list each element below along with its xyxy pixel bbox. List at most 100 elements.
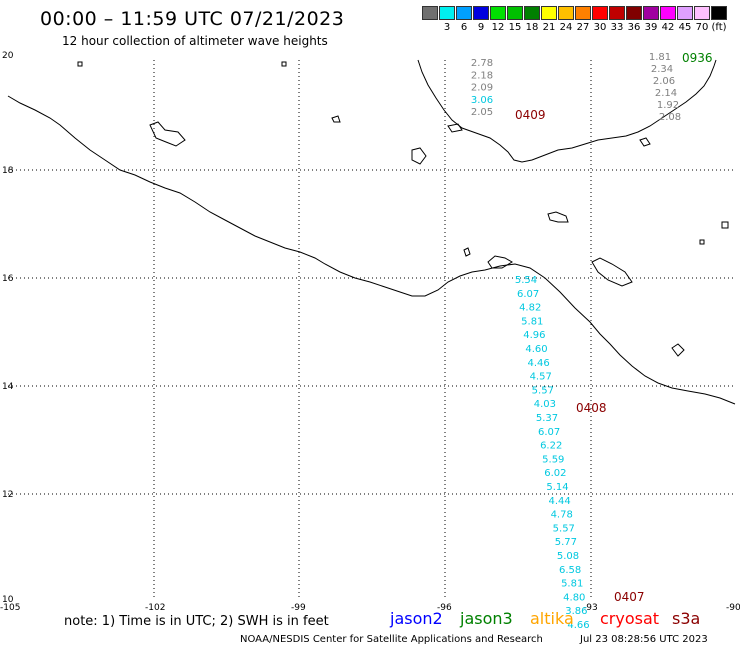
wave-height-value: 2.08: [659, 112, 681, 123]
wave-height-value: 5.08: [557, 551, 579, 562]
scale-swatch: [609, 6, 625, 20]
wave-height-value: 5.57: [553, 523, 575, 534]
scale-swatch: [439, 6, 455, 20]
lon-label: -99: [291, 603, 306, 613]
scale-swatch: [456, 6, 472, 20]
satellite-jason2: jason2: [390, 609, 443, 628]
wave-height-value: 5.81: [521, 316, 543, 327]
scale-swatch: [660, 6, 676, 20]
wave-height-value: 6.02: [544, 468, 566, 479]
scale-unit: (ft): [711, 22, 727, 33]
wave-height-value: 4.60: [525, 344, 547, 355]
satellite-cryosat: cryosat: [600, 609, 660, 628]
wave-height-value: 3.06: [471, 95, 493, 106]
scale-label: 42: [661, 22, 675, 33]
scale-label: 39: [644, 22, 658, 33]
scale-label: 3: [443, 22, 451, 33]
page-title: 00:00 – 11:59 UTC 07/21/2023: [40, 8, 345, 30]
wave-height-value: 2.78: [471, 58, 493, 69]
scale-label: 21: [542, 22, 556, 33]
wave-height-value: 1.81: [649, 52, 671, 63]
wave-height-value: 2.09: [471, 83, 493, 94]
scale-swatch: [422, 6, 438, 20]
scale-swatch: [575, 6, 591, 20]
wave-height-value: 2.18: [471, 70, 493, 81]
wave-height-value: 2.06: [653, 76, 675, 87]
scale-swatch: [524, 6, 540, 20]
wave-height-value: 6.58: [559, 565, 581, 576]
lon-label: -96: [437, 603, 452, 613]
wave-height-value: 4.82: [519, 303, 541, 314]
wave-height-value: 4.57: [530, 372, 552, 383]
scale-swatch: [558, 6, 574, 20]
wave-height-value: 5.81: [561, 579, 583, 590]
scale-swatch: [541, 6, 557, 20]
scale-swatches: [422, 6, 732, 20]
wave-height-value: 4.80: [563, 592, 585, 603]
scale-label: 45: [678, 22, 692, 33]
lon-label: -102: [145, 603, 165, 613]
wave-height-value: 6.07: [538, 427, 560, 438]
lat-label: 20: [2, 51, 14, 61]
lon-label: -105: [0, 603, 20, 613]
wave-height-value: 5.57: [532, 385, 554, 396]
scale-swatch: [643, 6, 659, 20]
wave-height-value: 5.77: [555, 537, 577, 548]
wave-height-value: 5.54: [515, 275, 537, 286]
graticule: [8, 60, 736, 600]
scale-label: 6: [460, 22, 468, 33]
footer-note: note: 1) Time is in UTC; 2) SWH is in fe…: [64, 614, 329, 629]
pass-time-label: 0409: [515, 108, 546, 122]
credit-date: Jul 23 08:28:56 UTC 2023: [580, 634, 708, 645]
scale-label: 30: [593, 22, 607, 33]
satellite-altika: altika: [530, 609, 574, 628]
scale-label: 33: [610, 22, 624, 33]
scale-swatch: [592, 6, 608, 20]
wave-height-value: 4.66: [567, 620, 589, 631]
scale-swatch: [711, 6, 727, 20]
lat-label: 10: [2, 595, 14, 605]
scale-swatch: [626, 6, 642, 20]
lat-label: 18: [2, 166, 14, 176]
wave-height-value: 3.86: [565, 606, 587, 617]
satellite-jason3: jason3: [460, 609, 513, 628]
wave-height-value: 4.44: [548, 496, 570, 507]
scale-swatch: [677, 6, 693, 20]
color-scale: 3 6 9 12 15 18 21 24 27 30 33 36 39 42 45 70 (ft): [422, 6, 732, 34]
pass-time-label: 0408: [576, 401, 607, 415]
altimeter-tracks: 2.782.18 2.093.062.05 0409 1.812.342.062.14…: [471, 51, 713, 631]
scale-swatch: [490, 6, 506, 20]
scale-swatch: [473, 6, 489, 20]
wave-height-value: 6.07: [517, 289, 539, 300]
scale-label: 27: [576, 22, 590, 33]
wave-height-value: 4.78: [551, 510, 573, 521]
wave-height-value: 4.46: [527, 358, 549, 369]
satellite-s3a: s3a: [672, 609, 701, 628]
wave-height-value: 2.05: [471, 107, 493, 118]
scale-label: 9: [477, 22, 485, 33]
wave-height-value: 4.96: [523, 330, 545, 341]
pass-time-label: 0407: [614, 590, 645, 604]
wave-height-value: 5.37: [536, 413, 558, 424]
wave-height-value: 5.59: [542, 454, 564, 465]
wave-height-value: 5.14: [546, 482, 568, 493]
scale-swatch: [507, 6, 523, 20]
page-subtitle: 12 hour collection of altimeter wave hei…: [62, 34, 328, 48]
wave-height-value: 6.22: [540, 441, 562, 452]
coastline: [7, 59, 736, 405]
axis-labels: 20 18 16 14 12 10 -105 -102 -99 -96 -93 …: [0, 51, 740, 613]
scale-label: 70: [695, 22, 709, 33]
scale-label: 15: [508, 22, 522, 33]
pass-time-label: 0936: [682, 51, 713, 65]
lon-label: -93: [583, 603, 598, 613]
scale-label: 24: [559, 22, 573, 33]
wave-height-value: 4.03: [534, 399, 556, 410]
wave-height-value: 2.14: [655, 88, 677, 99]
scale-labels: 3 6 9 12 15 18 21 24 27 30 33 36 39 42 45 70 (ft): [422, 20, 732, 34]
scale-label: 12: [491, 22, 505, 33]
scale-label: 36: [627, 22, 641, 33]
credit-text: NOAA/NESDIS Center for Satellite Applica…: [240, 634, 543, 645]
scale-swatch: [694, 6, 710, 20]
wave-height-value: 1.92: [657, 100, 679, 111]
